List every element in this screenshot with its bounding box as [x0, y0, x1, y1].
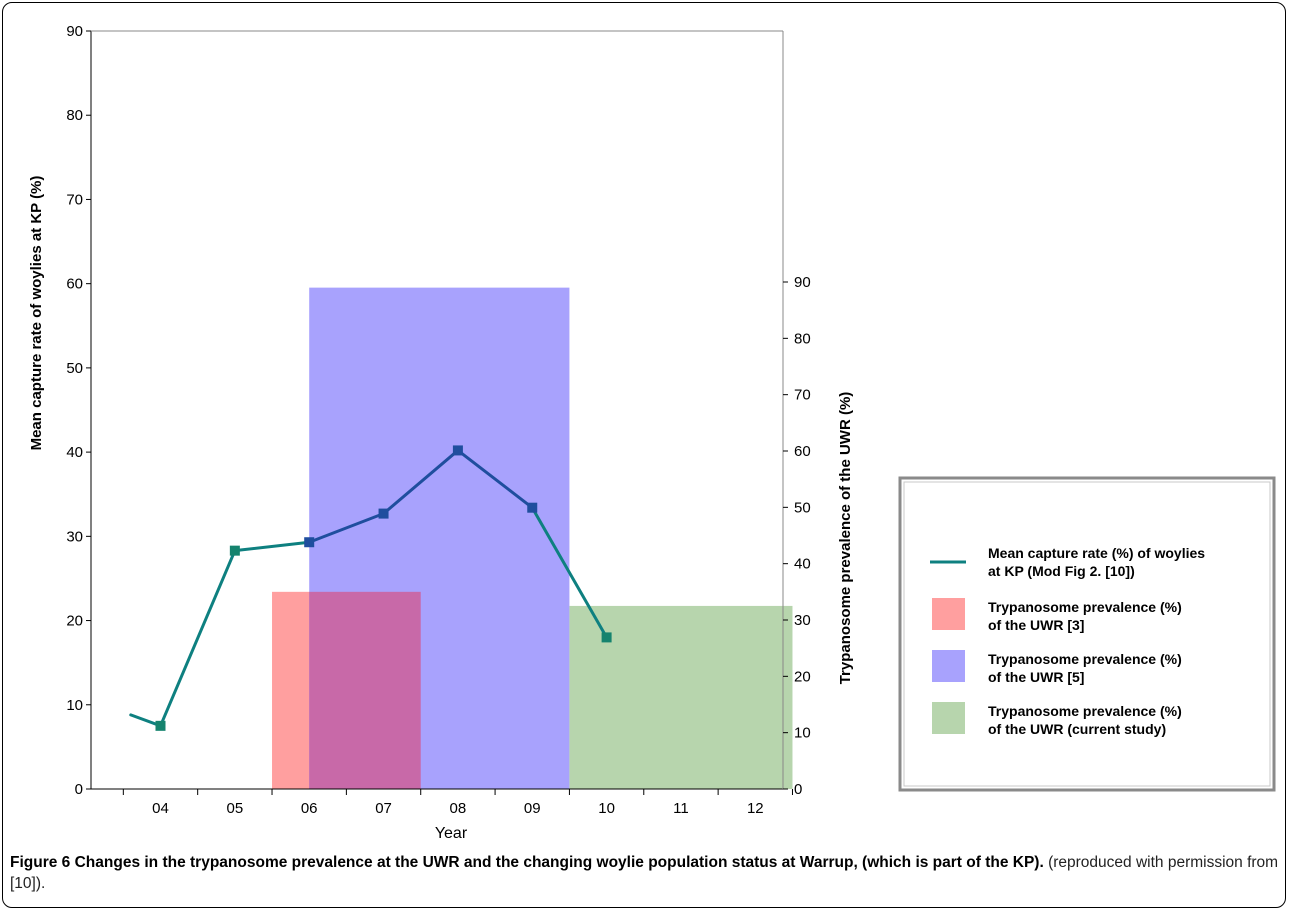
y-left-tick-label: 50 — [66, 360, 83, 377]
x-tick-label: 09 — [524, 800, 541, 817]
y-left-tick-label: 90 — [66, 23, 83, 40]
y-axis-right-title: Trypanosome prevalence of the UWR (%) — [837, 392, 854, 685]
legend-label-current-1: Trypanosome prevalence (%) — [988, 703, 1182, 719]
x-axis-title: Year — [435, 825, 468, 842]
y-left-tick-label: 30 — [66, 528, 83, 545]
legend-swatch-current — [932, 702, 965, 734]
y-right-tick-label: 50 — [794, 499, 811, 516]
y-right-tick-label: 30 — [794, 612, 811, 629]
y-left-tick-label: 80 — [66, 107, 83, 124]
y-right-tick-label: 0 — [794, 781, 802, 798]
y-left-tick-label: 40 — [66, 444, 83, 461]
x-tick-label: 04 — [152, 800, 169, 817]
capture-rate-point — [378, 508, 389, 519]
x-tick-label: 10 — [598, 800, 615, 817]
capture-rate-point — [452, 445, 463, 456]
figure-caption: Figure 6 Changes in the trypanosome prev… — [10, 852, 1280, 894]
legend-box — [898, 476, 1276, 792]
y-axis-left-title: Mean capture rate of woylies at KP (%) — [28, 176, 45, 451]
y-right-tick-label: 70 — [794, 387, 811, 404]
caption-label: Figure 6 — [10, 854, 71, 871]
capture-rate-point — [304, 537, 315, 548]
x-tick-label: 12 — [747, 800, 764, 817]
y-right-tick-label: 90 — [794, 274, 811, 291]
legend-label-ref3-1: Trypanosome prevalence (%) — [988, 599, 1182, 615]
y-right-tick-label: 60 — [794, 443, 811, 460]
y-left-tick-label: 20 — [66, 613, 83, 630]
y-right-tick-label: 80 — [794, 330, 811, 347]
y-left-tick-label: 0 — [75, 781, 83, 798]
legend-label-capture-2: at KP (Mod Fig 2. [10]) — [988, 563, 1135, 579]
legend-label-ref5-1: Trypanosome prevalence (%) — [988, 651, 1182, 667]
capture-rate-line-segment — [530, 506, 609, 639]
chart: Mean capture rate of woylies at KP (%) T… — [28, 23, 1276, 842]
capture-rate-point — [601, 632, 612, 643]
capture-rate-line-segment — [233, 540, 311, 553]
legend-label-capture-1: Mean capture rate (%) of woylies — [988, 545, 1205, 561]
capture-rate-point — [155, 720, 166, 731]
legend: Mean capture rate (%) of woylies at KP (… — [898, 476, 1276, 792]
x-tick-label: 06 — [301, 800, 318, 817]
y-right-tick-label: 40 — [794, 556, 811, 573]
capture-rate-line-segment — [456, 448, 534, 510]
legend-box-inner — [903, 481, 1271, 787]
capture-rate-line-segment — [307, 512, 386, 544]
bar-overlap-ref3-ref5 — [309, 591, 421, 789]
caption-note: (reproduced with permission from [10]). — [10, 854, 1279, 892]
legend-label-current-2: of the UWR (current study) — [988, 721, 1166, 737]
x-tick-label: 05 — [227, 800, 244, 817]
y-left-tick-label: 10 — [66, 697, 83, 714]
y-right-tick-label: 20 — [794, 668, 811, 685]
legend-swatch-ref3 — [932, 598, 965, 630]
y-left-tick-label: 60 — [66, 276, 83, 293]
y-right-tick-label: 10 — [794, 725, 811, 742]
caption-title: Changes in the trypanosome prevalence at… — [74, 854, 1044, 871]
capture-rate-line-segment — [382, 448, 460, 516]
legend-label-ref5-2: of the UWR [5] — [988, 669, 1084, 685]
x-tick-label: 11 — [673, 800, 689, 817]
legend-swatch-ref5 — [932, 650, 965, 682]
x-tick-label: 07 — [375, 800, 392, 817]
capture-rate-point — [527, 502, 538, 513]
y-left-tick-label: 70 — [66, 191, 83, 208]
capture-rate-point — [229, 545, 240, 556]
legend-label-ref3-2: of the UWR [3] — [988, 617, 1084, 633]
capture-rate-line-segment — [159, 549, 237, 728]
x-tick-label: 08 — [450, 800, 467, 817]
